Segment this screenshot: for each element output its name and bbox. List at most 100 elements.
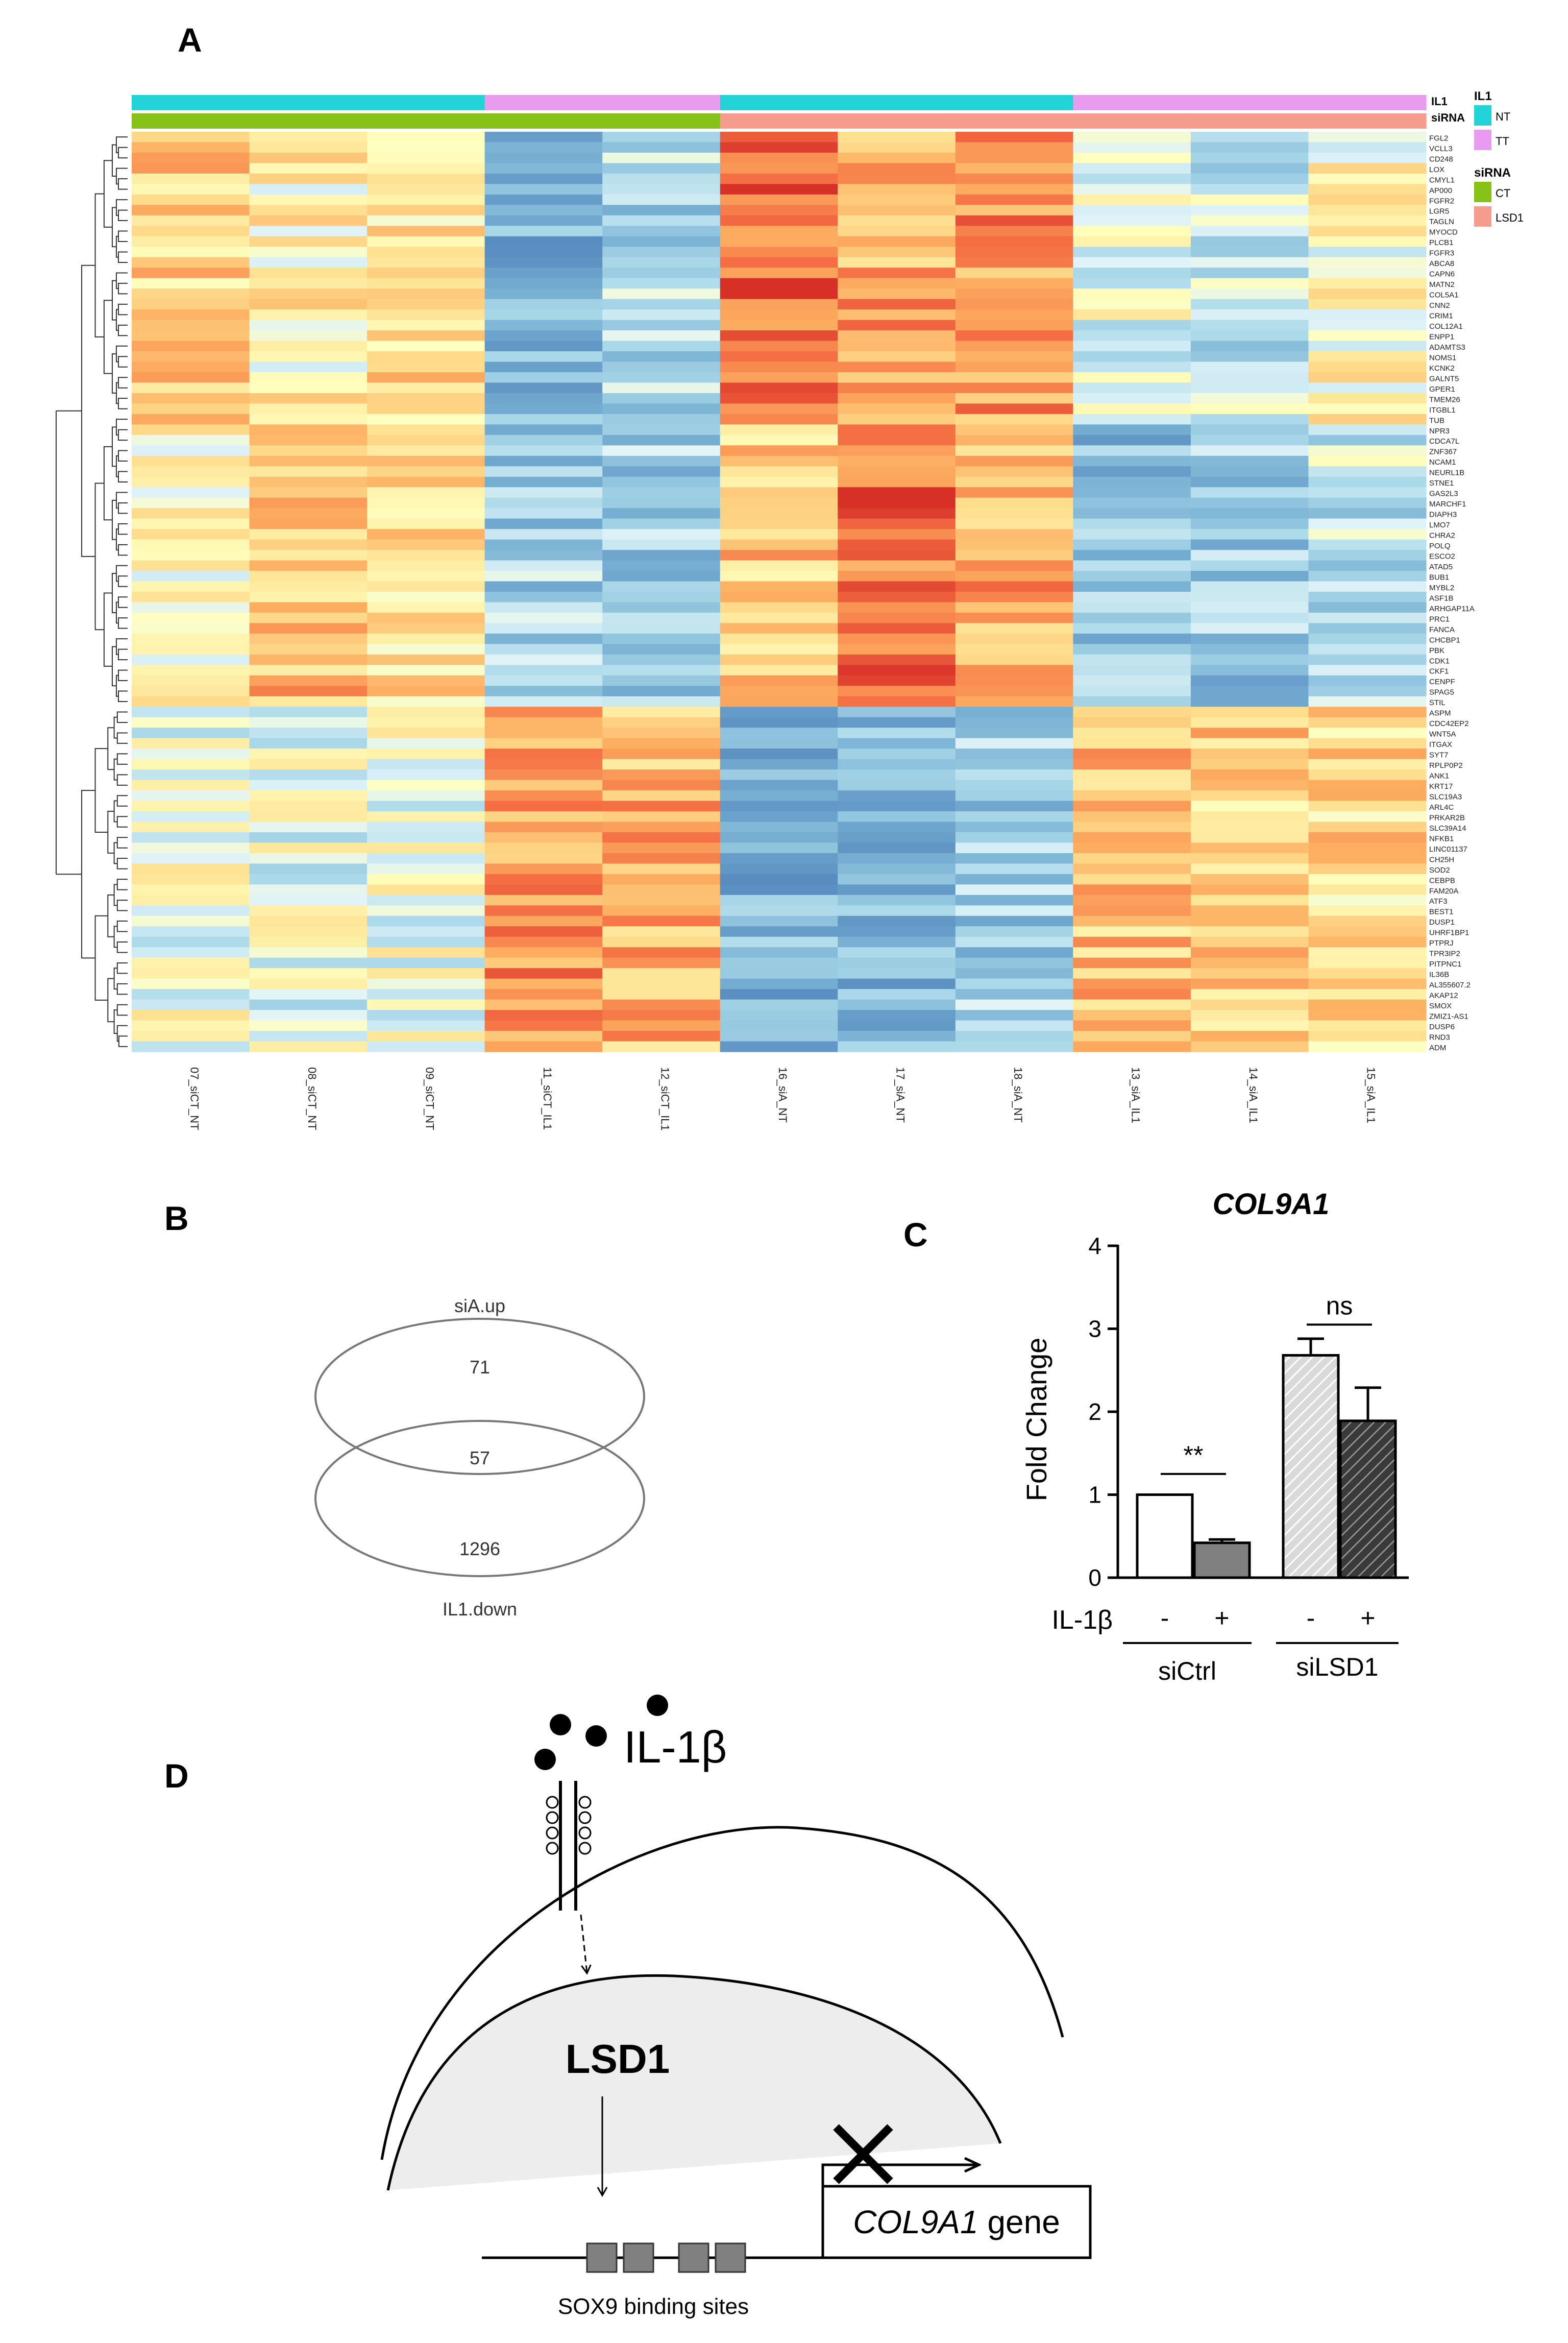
sirna-annotation-cell bbox=[1308, 113, 1427, 129]
group-label-sictrl: siCtrl bbox=[1158, 1657, 1216, 1685]
heatmap-cell bbox=[484, 968, 603, 979]
heatmap-cell bbox=[955, 445, 1073, 456]
gene-label: KRT17 bbox=[1429, 782, 1453, 791]
heatmap-cell bbox=[602, 926, 721, 937]
heatmap-cell bbox=[484, 173, 603, 184]
gene-label: SOD2 bbox=[1429, 866, 1450, 875]
heatmap-cell bbox=[1308, 780, 1427, 791]
heatmap-cell bbox=[955, 518, 1073, 529]
heatmap-cell bbox=[1190, 874, 1309, 885]
sirna-annotation-cell bbox=[955, 113, 1073, 129]
heatmap-cell bbox=[955, 1031, 1073, 1042]
heatmap-cell bbox=[1190, 194, 1309, 205]
heatmap-cell bbox=[838, 288, 956, 300]
chart-bars bbox=[1136, 1337, 1397, 1579]
heatmap-cell bbox=[132, 215, 250, 226]
heatmap-cell bbox=[720, 247, 838, 258]
heatmap-cell bbox=[1308, 550, 1427, 561]
cell-membrane bbox=[380, 1826, 1064, 2160]
heatmap-cell bbox=[249, 571, 368, 582]
heatmap-cell bbox=[484, 309, 603, 321]
heatmap-cell bbox=[367, 633, 485, 644]
heatmap-cell bbox=[249, 560, 368, 571]
heatmap-cell bbox=[132, 1041, 250, 1052]
gene-label: GPER1 bbox=[1429, 385, 1455, 394]
heatmap-cell bbox=[1073, 497, 1191, 509]
heatmap-cell bbox=[720, 215, 838, 226]
heatmap-cell bbox=[132, 309, 250, 321]
heatmap-cell bbox=[249, 801, 368, 812]
heatmap-cell bbox=[1308, 895, 1427, 906]
heatmap-cell bbox=[602, 466, 721, 477]
heatmap-cell bbox=[484, 612, 603, 624]
heatmap-cell bbox=[720, 790, 838, 802]
heatmap-cell bbox=[249, 748, 368, 760]
heatmap-cell bbox=[1190, 152, 1309, 164]
gene-label: BUB1 bbox=[1429, 573, 1449, 582]
sample-label: 08_siCT_NT bbox=[306, 1067, 318, 1130]
heatmap-cell bbox=[367, 351, 485, 363]
heatmap-cell bbox=[1073, 393, 1191, 404]
gene-label: LGR5 bbox=[1429, 207, 1449, 216]
heatmap-cell bbox=[720, 571, 838, 582]
heatmap-cell bbox=[838, 633, 956, 644]
heatmap-cell bbox=[838, 968, 956, 979]
heatmap-cell bbox=[955, 769, 1073, 781]
heatmap-cell bbox=[1308, 278, 1427, 289]
heatmap-cell bbox=[132, 654, 250, 665]
heatmap-cell bbox=[249, 330, 368, 342]
heatmap-cell bbox=[132, 247, 250, 258]
heatmap-cell bbox=[1308, 424, 1427, 436]
heatmap-cell bbox=[132, 644, 250, 655]
heatmap-cell bbox=[602, 518, 721, 529]
heatmap-cell bbox=[602, 717, 721, 728]
heatmap-cell bbox=[838, 539, 956, 550]
heatmap-cell bbox=[1190, 999, 1309, 1010]
gene-label: RND3 bbox=[1429, 1033, 1450, 1042]
heatmap-cell bbox=[955, 1020, 1073, 1031]
heatmap-cell bbox=[484, 330, 603, 342]
gene-label: ZNF367 bbox=[1429, 448, 1457, 456]
heatmap-cell bbox=[838, 915, 956, 927]
gene-label: MYBL2 bbox=[1429, 584, 1454, 592]
il1-annotation-cell bbox=[955, 95, 1073, 110]
heatmap-cell bbox=[249, 968, 368, 979]
heatmap-cell bbox=[1308, 288, 1427, 300]
heatmap-cell bbox=[955, 707, 1073, 718]
heatmap-cell bbox=[367, 497, 485, 509]
heatmap-cell bbox=[484, 811, 603, 823]
sample-label: 09_siCT_NT bbox=[423, 1067, 436, 1130]
heatmap-cell bbox=[1190, 811, 1309, 823]
heatmap-cell bbox=[720, 832, 838, 843]
heatmap-cell bbox=[602, 801, 721, 812]
sample-label: 07_siCT_NT bbox=[188, 1067, 201, 1130]
heatmap-cell bbox=[249, 455, 368, 467]
gene-label: NCAM1 bbox=[1429, 458, 1456, 467]
heatmap-cell bbox=[1308, 403, 1427, 415]
heatmap-cell bbox=[1190, 978, 1309, 989]
heatmap-cell bbox=[1190, 361, 1309, 373]
heatmap-cell bbox=[1308, 132, 1427, 143]
heatmap-cell bbox=[955, 236, 1073, 247]
heatmap-cell bbox=[602, 309, 721, 321]
heatmap-cell bbox=[1308, 236, 1427, 247]
heatmap-cell bbox=[484, 832, 603, 843]
heatmap-cell bbox=[132, 707, 250, 718]
heatmap-cell bbox=[838, 623, 956, 634]
heatmap-cell bbox=[1073, 915, 1191, 927]
gene-label: FGFR2 bbox=[1429, 197, 1454, 205]
heatmap-cell bbox=[838, 592, 956, 603]
heatmap-cell bbox=[1190, 309, 1309, 321]
heatmap-cell bbox=[367, 132, 485, 143]
heatmap-cell bbox=[838, 466, 956, 477]
heatmap-cell bbox=[1073, 529, 1191, 540]
heatmap-cell bbox=[602, 1020, 721, 1031]
heatmap-cell bbox=[955, 539, 1073, 550]
heatmap-cell bbox=[484, 215, 603, 226]
heatmap-cell bbox=[132, 382, 250, 394]
heatmap-cell bbox=[720, 445, 838, 456]
heatmap-cell bbox=[484, 675, 603, 686]
heatmap-cell bbox=[955, 957, 1073, 969]
heatmap-cell bbox=[1073, 874, 1191, 885]
legend-nt-swatch bbox=[1474, 105, 1491, 126]
